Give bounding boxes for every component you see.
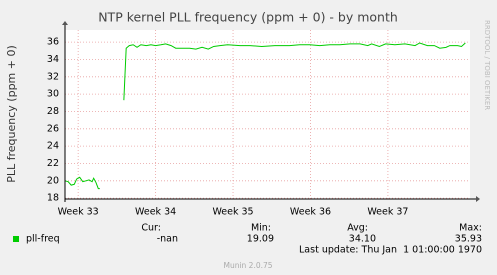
- x-arrow: [476, 196, 480, 202]
- x-tick-label: Week 35: [212, 207, 253, 218]
- stat-value: -nan: [157, 234, 178, 245]
- stat-header: Avg:: [347, 223, 368, 234]
- chart-title: NTP kernel PLL frequency (ppm + 0) - by …: [98, 10, 398, 25]
- plot-area: [65, 30, 470, 199]
- y-arrow: [62, 21, 68, 25]
- stat-header: Min:: [251, 223, 271, 234]
- x-tick-label: Week 33: [58, 207, 99, 218]
- y-tick-label: 36: [47, 37, 59, 48]
- y-tick-label: 20: [47, 175, 59, 186]
- y-axis-label: PLL frequency (ppm + 0): [5, 45, 18, 183]
- footer: Munin 2.0.75: [223, 261, 272, 270]
- y-tick-label: 18: [47, 193, 59, 204]
- y-tick-label: 28: [47, 106, 59, 117]
- stat-header: Cur:: [141, 223, 161, 234]
- x-tick-label: Week 34: [135, 207, 176, 218]
- watermark: RRDTOOL / TOBI OETIKER: [483, 20, 491, 110]
- y-tick-label: 32: [47, 71, 59, 82]
- y-tick-label: 24: [47, 141, 59, 152]
- stat-value: 34.10: [349, 234, 376, 245]
- stat-value: 19.09: [247, 234, 274, 245]
- data-line: [64, 42, 466, 190]
- y-tick-label: 34: [47, 54, 59, 65]
- stat-header: Max:: [459, 223, 482, 234]
- y-tick-label: 22: [47, 158, 59, 169]
- y-tick-label: 26: [47, 123, 59, 134]
- stat-value: 35.93: [455, 234, 482, 245]
- y-tick-label: 30: [47, 89, 59, 100]
- x-tick-label: Week 37: [367, 207, 408, 218]
- marks: 18 20 22 24 26 28 30 32 34 36 Week 33 Week 34 Week 3…: [47, 30, 470, 218]
- last-update: Last update: Thu Jan 1 01:00:00 1970: [299, 245, 482, 256]
- legend-swatch: [13, 236, 19, 242]
- legend-label: pll-freq: [26, 234, 60, 245]
- x-tick-label: Week 36: [290, 207, 331, 218]
